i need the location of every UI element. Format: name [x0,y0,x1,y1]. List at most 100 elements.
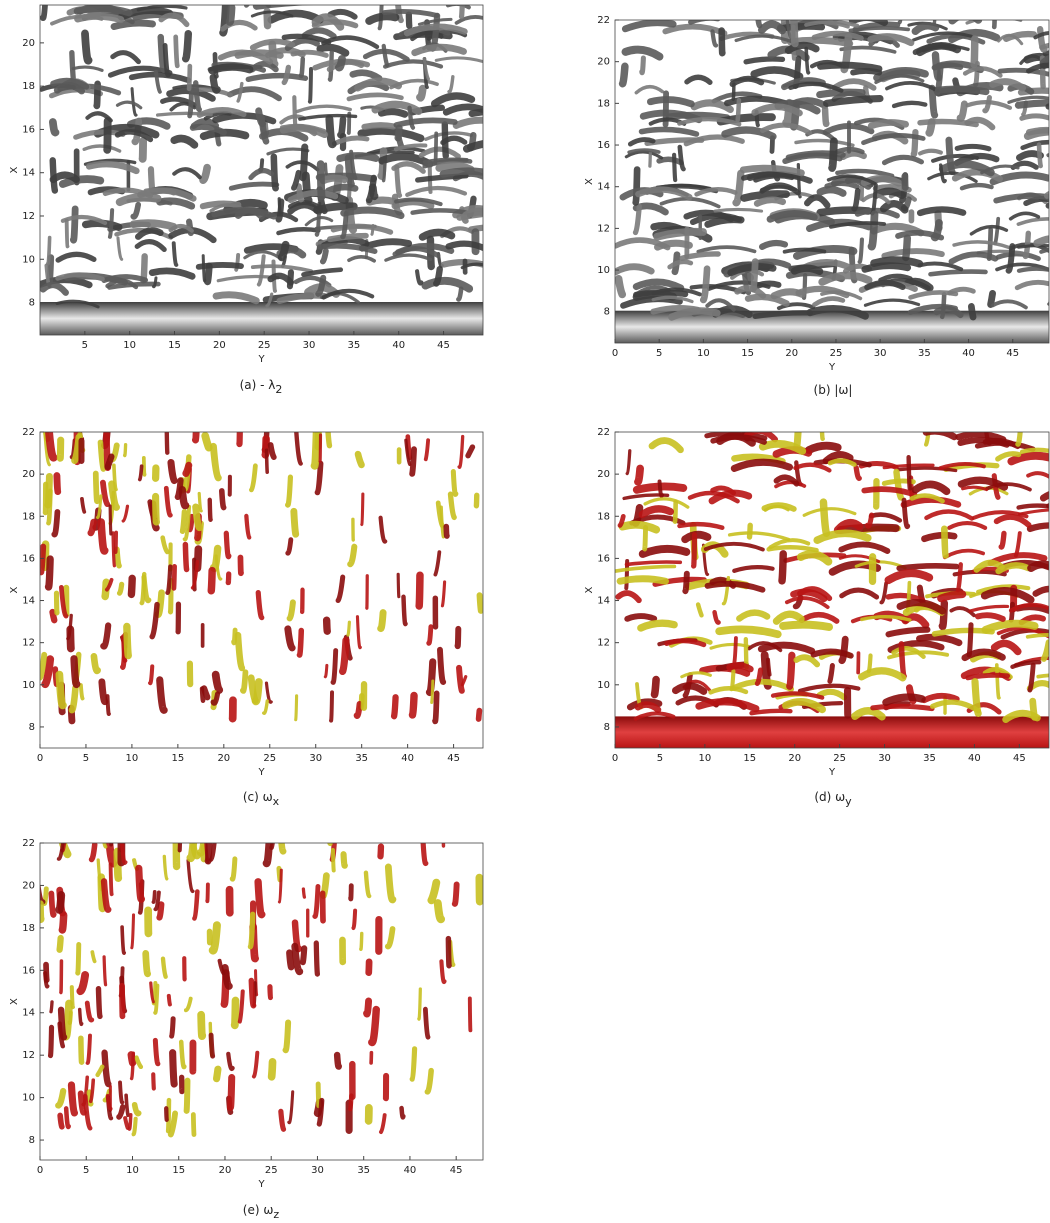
vortex-structure [750,66,804,81]
vortex-structure [917,261,964,272]
vortex-structure [778,550,787,585]
vortex-structure [131,1101,142,1117]
vortex-structure [965,20,1023,25]
vortex-structure [753,196,787,207]
vortex-structure [911,480,951,496]
vortex-structure [785,20,793,41]
vortex-structure [957,476,1009,491]
vortex-structure [404,438,412,467]
vortex-structure [250,10,294,18]
vortex-structure [164,432,170,455]
vortex-structure [346,620,351,637]
vortex-structure [796,550,833,566]
vortex-structure [399,1105,406,1120]
vortex-structure [618,520,661,534]
vortex-structure [281,33,332,45]
vortex-structure [77,1090,87,1116]
vortex-structure [882,693,926,707]
vortex-structure [178,486,190,510]
vortex-structure [415,571,424,610]
vortex-structure [339,636,350,676]
vortex-structure [290,49,329,58]
vortex-structure [1027,560,1049,573]
vortex-structure [850,67,883,76]
vortex-structure [130,913,136,950]
vortex-structure [291,169,302,191]
panel: 0 5 10 15 20 25 30 35 40 45 8 10 12 14 16 18 20 22 Y X (d) ω… [584,427,1050,808]
vortex-structure [792,432,802,452]
vortex-structure [1025,632,1049,639]
vortex-structure [113,530,119,555]
vortex-structure [116,1104,126,1120]
vortex-structure [353,701,363,719]
vortex-structure [433,265,443,287]
vortex-structure [55,1087,67,1109]
x-tick-label: 25 [265,1165,278,1176]
vortex-structure [993,514,1032,528]
x-tick-label: 10 [126,1165,139,1176]
x-tick-label: 35 [357,1165,370,1176]
vortex-structure [111,531,116,568]
vortex-structure [165,1097,172,1134]
vortex-structure [92,470,100,505]
vortex-structure [848,26,910,33]
vortex-structure [980,587,1035,604]
vortex-structure [617,513,626,528]
vortex-structure [190,1112,197,1137]
vortex-structure [76,971,90,996]
vortex-structure [776,302,816,311]
vortex-structure [228,181,280,191]
vortex-structure [615,275,627,299]
vortex-structure [773,474,800,487]
vortex-structure [906,454,913,491]
vortex-structure [191,432,200,444]
y-tick-label: 18 [22,81,35,92]
vortex-structure [835,168,895,178]
vortex-structure [863,298,921,307]
vortex-structure [1036,142,1043,169]
vortex-structure [839,150,867,161]
vortex-structure [691,532,698,569]
x-tick-label: 30 [874,348,887,359]
vortex-structure [1033,30,1049,40]
y-tick-label: 12 [22,638,35,649]
vortex-structure [688,20,721,25]
vortex-structure [209,544,222,572]
vortex-structure [120,925,127,955]
vortex-structure [898,641,907,680]
vortex-structure [226,86,282,102]
vortex-structure [187,513,195,533]
vortex-structure [363,870,372,899]
vortex-structure [43,432,51,467]
vortex-structure [709,642,751,650]
vortex-structure [426,624,434,646]
y-tick-label: 14 [597,596,610,607]
vortex-structure [349,149,358,181]
vortex-structure [441,121,449,160]
vortex-structure [391,161,426,174]
vortex-structure [1023,127,1049,140]
vortex-structure [267,442,277,461]
vortex-structure [715,625,782,639]
x-tick-label: 20 [217,753,230,764]
vortex-structure [56,934,64,953]
vortex-structure [458,5,465,20]
y-tick-label: 20 [597,469,610,480]
vortex-structure [881,154,924,166]
vortex-structure [695,602,704,618]
vortex-structure [102,955,108,987]
vortex-structure [418,146,461,159]
vortex-structure [959,182,994,191]
vortex-structure [231,627,238,646]
x-tick-label: 0 [37,753,43,764]
caption-subscript: y [845,795,852,808]
y-tick-label: 16 [597,553,610,564]
vortex-structure [134,239,167,253]
vortex-structure [726,662,754,673]
vortex-structure [351,908,358,931]
vortex-structure [102,843,108,849]
vortex-structure [437,646,447,685]
vortex-structure [408,691,418,719]
vortex-structure [287,200,324,211]
vortex-structure [95,986,103,1020]
